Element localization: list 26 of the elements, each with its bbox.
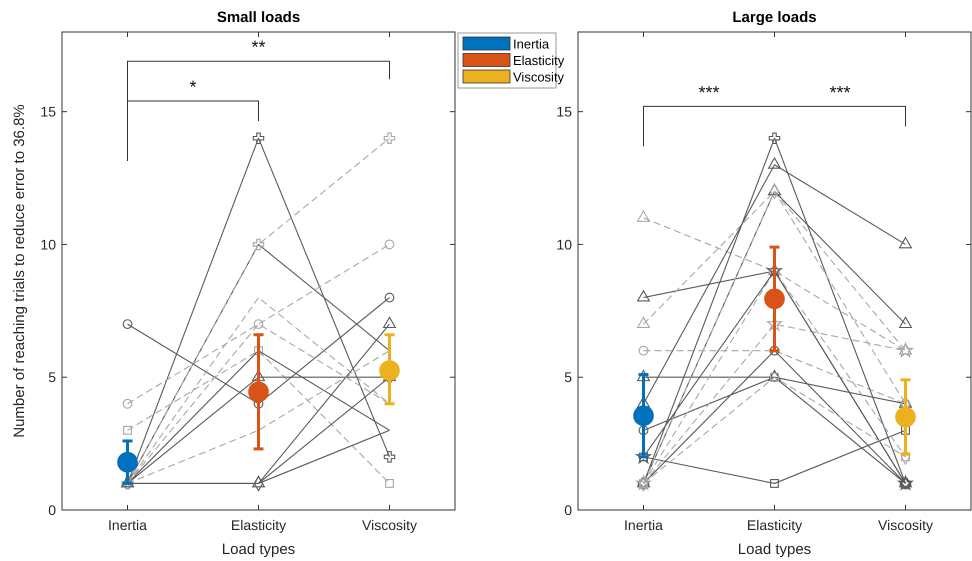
y-tick-label: 10: [556, 236, 572, 252]
x-tick-label: Viscosity: [362, 517, 417, 533]
y-tick-label: 15: [40, 104, 56, 120]
annotation: **: [251, 37, 266, 58]
legend-label: Inertia: [513, 36, 550, 52]
x-tick-label: Elasticity: [746, 517, 802, 533]
annotation: ***: [829, 82, 851, 102]
chart-title: Large loads: [732, 9, 817, 26]
y-tick-label: 15: [556, 104, 572, 120]
y-tick-label: 5: [48, 369, 56, 386]
legend-label: Elasticity: [513, 53, 565, 68]
x-tick-label: Elasticity: [230, 517, 286, 533]
annotation: *: [189, 77, 197, 98]
x-axis-title: Load types: [222, 541, 296, 558]
y-tick-label: 5: [564, 369, 572, 386]
y-tick-label: 0: [48, 502, 56, 518]
x-tick-label: Viscosity: [878, 517, 933, 533]
x-tick-label: Inertia: [108, 517, 148, 533]
y-axis-title: Number of reaching trials to reduce error to 36.8%: [11, 104, 28, 438]
annotation: ***: [698, 82, 720, 102]
legend-label: Viscosity: [513, 70, 565, 85]
y-tick-label: 10: [40, 236, 56, 252]
y-tick-label: 0: [564, 502, 572, 518]
x-axis-title: Load types: [738, 541, 812, 558]
x-tick-label: Inertia: [624, 517, 664, 533]
chart-title: Small loads: [216, 9, 300, 26]
